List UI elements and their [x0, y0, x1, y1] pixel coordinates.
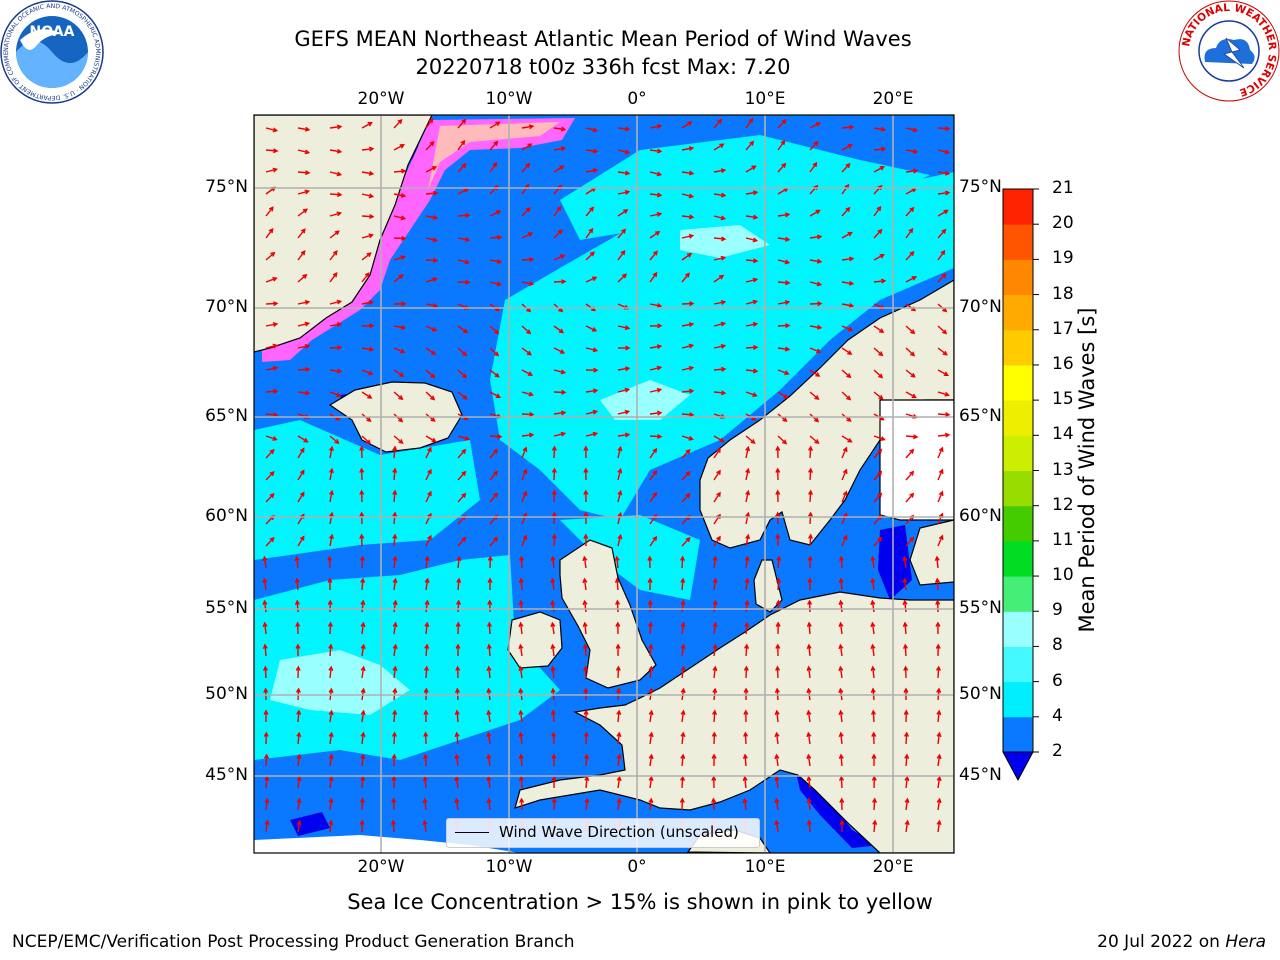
footer-date: 20 Jul 2022 on Hera: [1097, 932, 1266, 952]
great-britain-landmass: [559, 539, 657, 689]
lon-label-top-20e: 20°E: [872, 89, 914, 109]
colorbar-tick-label: 11: [1052, 529, 1074, 550]
map-legend: Wind Wave Direction (unscaled): [446, 818, 760, 848]
gulf-of-bothnia: [879, 399, 954, 521]
colorbar-band: [1003, 364, 1033, 401]
lon-label-bottom-10w: 10°W: [485, 857, 533, 877]
colorbar-tick-label: 10: [1052, 565, 1074, 586]
colorbar-tick-label: 16: [1052, 353, 1074, 374]
colorbar-tick-label: 8: [1052, 635, 1063, 656]
lat-label-right-65n: 65°N: [959, 406, 1002, 426]
colorbar-band: [1003, 189, 1033, 225]
colorbar-tick-label: 21: [1052, 178, 1074, 198]
colorbar-tick-label: 4: [1052, 705, 1063, 726]
colorbar-band: [1003, 505, 1033, 542]
footer-machine-name: Hera: [1225, 932, 1266, 952]
colorbar-band: [1003, 646, 1033, 683]
land-masses: [254, 115, 954, 853]
lat-label-left-65n: 65°N: [205, 406, 248, 426]
colorbar: [1002, 188, 1039, 782]
map-frame: [253, 114, 955, 854]
lat-label-left-45n: 45°N: [205, 765, 248, 785]
lat-label-left-75n: 75°N: [205, 177, 248, 197]
colorbar-band: [1003, 259, 1033, 296]
lon-label-bottom-20e: 20°E: [872, 857, 914, 877]
colorbar-band: [1003, 400, 1033, 436]
colorbar-tick-label: 13: [1052, 459, 1074, 480]
footer-date-text: 20 Jul 2022 on: [1097, 932, 1226, 952]
europe-mainland-landmass: [514, 591, 954, 853]
lat-label-left-55n: 55°N: [205, 598, 248, 618]
lat-label-right-55n: 55°N: [959, 598, 1002, 618]
colorbar-band: [1003, 435, 1033, 471]
colorbar-tick-label: 20: [1052, 213, 1074, 234]
lat-label-right-50n: 50°N: [959, 684, 1002, 704]
colorbar-tick-label: 14: [1052, 424, 1074, 445]
lat-label-right-60n: 60°N: [959, 506, 1002, 526]
lon-label-bottom-0: 0°: [627, 857, 647, 877]
colorbar-tick-label: 17: [1052, 318, 1074, 339]
nws-logo: NATIONAL WEATHER SERVICE: [1178, 0, 1280, 102]
lon-label-bottom-10e: 10°E: [744, 857, 786, 877]
lat-label-left-50n: 50°N: [205, 684, 248, 704]
lat-label-left-60n: 60°N: [205, 506, 248, 526]
colorbar-tick-label: 2: [1052, 741, 1063, 761]
colorbar-band: [1003, 611, 1033, 647]
legend-line-sample: [455, 832, 489, 833]
colorbar-ticks: [1033, 188, 1039, 753]
colorbar-under-triangle: [1002, 751, 1034, 782]
graticule-lines: [254, 115, 954, 853]
colorbar-bands: [1003, 189, 1033, 753]
colorbar-band: [1003, 681, 1033, 718]
chart-subtitle: 20220718 t00z 336h fcst Max: 7.20: [415, 55, 791, 79]
colorbar-band: [1003, 329, 1033, 366]
denmark-landmass: [753, 559, 783, 613]
lon-label-top-0: 0°: [627, 89, 647, 109]
colorbar-band: [1003, 716, 1033, 753]
colorbar-band: [1003, 470, 1033, 507]
sea-ice-note: Sea Ice Concentration > 15% is shown in …: [347, 890, 933, 914]
wave-period-6-8s-region: [270, 225, 770, 715]
colorbar-tick-label: 6: [1052, 670, 1063, 691]
colorbar-tick-label: 9: [1052, 600, 1063, 621]
lon-label-top-10e: 10°E: [744, 89, 786, 109]
lon-label-top-10w: 10°W: [485, 89, 533, 109]
colorbar-title: Mean Period of Wind Waves [s]: [1075, 307, 1099, 633]
noaa-logo: NATIONAL OCEANIC AND ATMOSPHERIC ADMINIS…: [0, 0, 104, 104]
lat-label-right-70n: 70°N: [959, 297, 1002, 317]
greenland-landmass: [254, 115, 433, 353]
colorbar-tick-label: 18: [1052, 283, 1074, 304]
chart-title: GEFS MEAN Northeast Atlantic Mean Period…: [294, 27, 912, 51]
colorbar-tick-label: 12: [1052, 494, 1074, 515]
colorbar-band: [1003, 540, 1033, 577]
colorbar-tick-label: 19: [1052, 248, 1074, 269]
lat-label-right-45n: 45°N: [959, 765, 1002, 785]
wave-period-map: [253, 114, 955, 854]
legend-label: Wind Wave Direction (unscaled): [499, 823, 739, 841]
footer-credit: NCEP/EMC/Verification Post Processing Pr…: [12, 932, 575, 952]
colorbar-tick-label: 15: [1052, 389, 1074, 410]
colorbar-band: [1003, 294, 1033, 331]
lat-label-left-70n: 70°N: [205, 297, 248, 317]
bottom-fill: [254, 835, 520, 853]
noaa-wordmark: NOAA: [30, 24, 75, 40]
lat-label-right-75n: 75°N: [959, 177, 1002, 197]
lon-label-bottom-20w: 20°W: [357, 857, 405, 877]
colorbar-band: [1003, 224, 1033, 260]
colorbar-band: [1003, 576, 1033, 612]
lon-label-top-20w: 20°W: [357, 89, 405, 109]
